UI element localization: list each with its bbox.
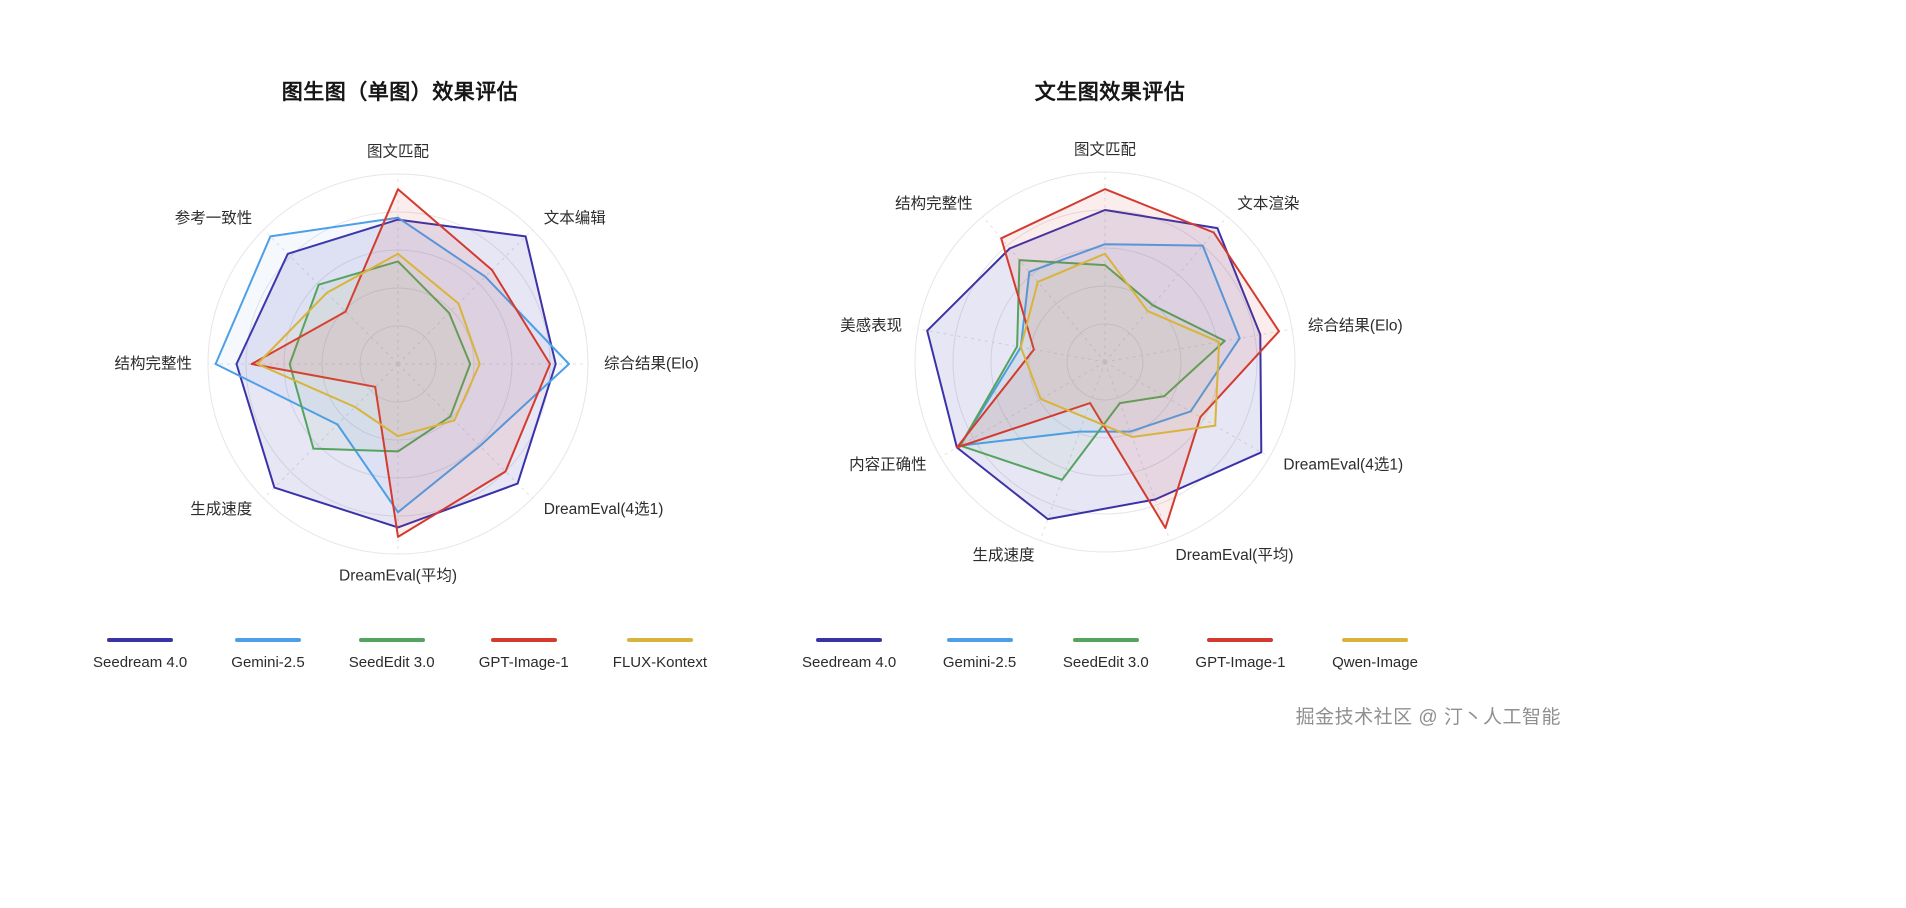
legend-swatch — [358, 638, 425, 642]
radar-series-seedream-4.0 — [926, 209, 1263, 521]
legend-swatch — [234, 638, 301, 642]
radar-series-gpt-image-1 — [955, 188, 1280, 529]
legend-label: Seedream 4.0 — [93, 654, 188, 671]
legend-item-flux-kontext[interactable]: FLUX-Kontext — [613, 638, 707, 671]
legend-swatch — [946, 638, 1013, 642]
legend-swatch — [626, 638, 693, 642]
radar-axis-label: 综合结果(Elo) — [604, 355, 699, 373]
legend-item-gpt-image-1[interactable]: GPT-Image-1 — [479, 638, 569, 671]
radar-axis-label: DreamEval(4选1) — [1283, 456, 1403, 474]
radar-axis-label: DreamEval(平均) — [339, 567, 457, 585]
legend-item-gemini-2-5[interactable]: Gemini-2.5 — [231, 638, 305, 671]
legend-label: GPT-Image-1 — [1195, 654, 1286, 671]
radar-axis-label: 图文匹配 — [367, 143, 429, 161]
radar-axis-label: DreamEval(4选1) — [544, 500, 664, 518]
legend-label: SeedEdit 3.0 — [1062, 654, 1149, 671]
legend-label: Qwen-Image — [1332, 654, 1418, 671]
watermark: 掘金技术社区 @ 汀丶人工智能 — [1295, 707, 1561, 728]
radar-axis-label: 生成速度 — [972, 546, 1034, 564]
radar-chart-image-to-image: 图生图（单图）效果评估 图文匹配文本编辑综合结果(Elo) DreamEval(4… — [55, 60, 745, 671]
radar-series-gemini-2.5 — [959, 243, 1241, 447]
radar-series-qwen-image — [1019, 252, 1221, 438]
legend-item-gpt-image-1[interactable]: GPT-Image-1 — [1195, 638, 1285, 671]
legend-label: FLUX-Kontext — [612, 654, 707, 671]
radar-chart-text-to-image: 文生图效果评估 图文匹配文本渲染综合结果(Elo) DreamEval(4选1) D… — [760, 60, 1460, 671]
legend-item-gemini-2-5[interactable]: Gemini-2.5 — [943, 638, 1016, 671]
radar-series-flux-kontext — [256, 252, 481, 438]
legend-item-seedream-4-0[interactable]: Seedream 4.0 — [802, 638, 896, 671]
chart-title: 文生图效果评估 — [1034, 81, 1186, 104]
radar-axis-label: 生成速度 — [190, 500, 252, 518]
legend-label: Seedream 4.0 — [802, 654, 897, 671]
radar-axis-label: 文本编辑 — [544, 209, 606, 227]
legend-label: Gemini-2.5 — [942, 654, 1017, 671]
legend: Seedream 4.0 Gemini-2.5 SeedEdit 3.0 GPT… — [760, 638, 1460, 671]
legend-swatch — [1072, 638, 1139, 642]
legend-label: SeedEdit 3.0 — [348, 654, 435, 671]
radar-axis-label: 参考一致性 — [175, 209, 253, 227]
radar-series-gpt-image-1 — [250, 188, 551, 538]
legend: Seedream 4.0 Gemini-2.5 SeedEdit 3.0 GPT… — [55, 638, 745, 671]
legend-swatch — [1342, 638, 1409, 642]
legend-swatch — [1207, 638, 1274, 642]
legend-item-seededit-3-0[interactable]: SeedEdit 3.0 — [349, 638, 435, 671]
radar-grid-ring — [1028, 285, 1182, 439]
legend-label: Gemini-2.5 — [231, 654, 305, 671]
radar-axis-label: 图文匹配 — [1074, 141, 1136, 159]
radar-axis-label: DreamEval(平均) — [1176, 546, 1294, 564]
radar-axis-label: 综合结果(Elo) — [1308, 317, 1403, 335]
legend-swatch — [816, 638, 883, 642]
legend-label: GPT-Image-1 — [478, 654, 569, 671]
legend-item-seededit-3-0[interactable]: SeedEdit 3.0 — [1063, 638, 1149, 671]
radar-axis-label: 美感表现 — [840, 317, 902, 335]
legend-item-seedream-4-0[interactable]: Seedream 4.0 — [93, 638, 187, 671]
radar-axis-label: 内容正确性 — [849, 456, 927, 474]
radar-axis-label: 文本渲染 — [1237, 195, 1299, 213]
chart-title: 图生图（单图）效果评估 — [281, 81, 519, 104]
legend-swatch — [107, 638, 174, 642]
legend-swatch — [490, 638, 557, 642]
radar-grid-ring — [321, 287, 475, 441]
radar-axis-label: 结构完整性 — [114, 355, 192, 373]
radar-axis-label: 结构完整性 — [895, 195, 973, 213]
legend-item-qwen-image[interactable]: Qwen-Image — [1332, 638, 1418, 671]
